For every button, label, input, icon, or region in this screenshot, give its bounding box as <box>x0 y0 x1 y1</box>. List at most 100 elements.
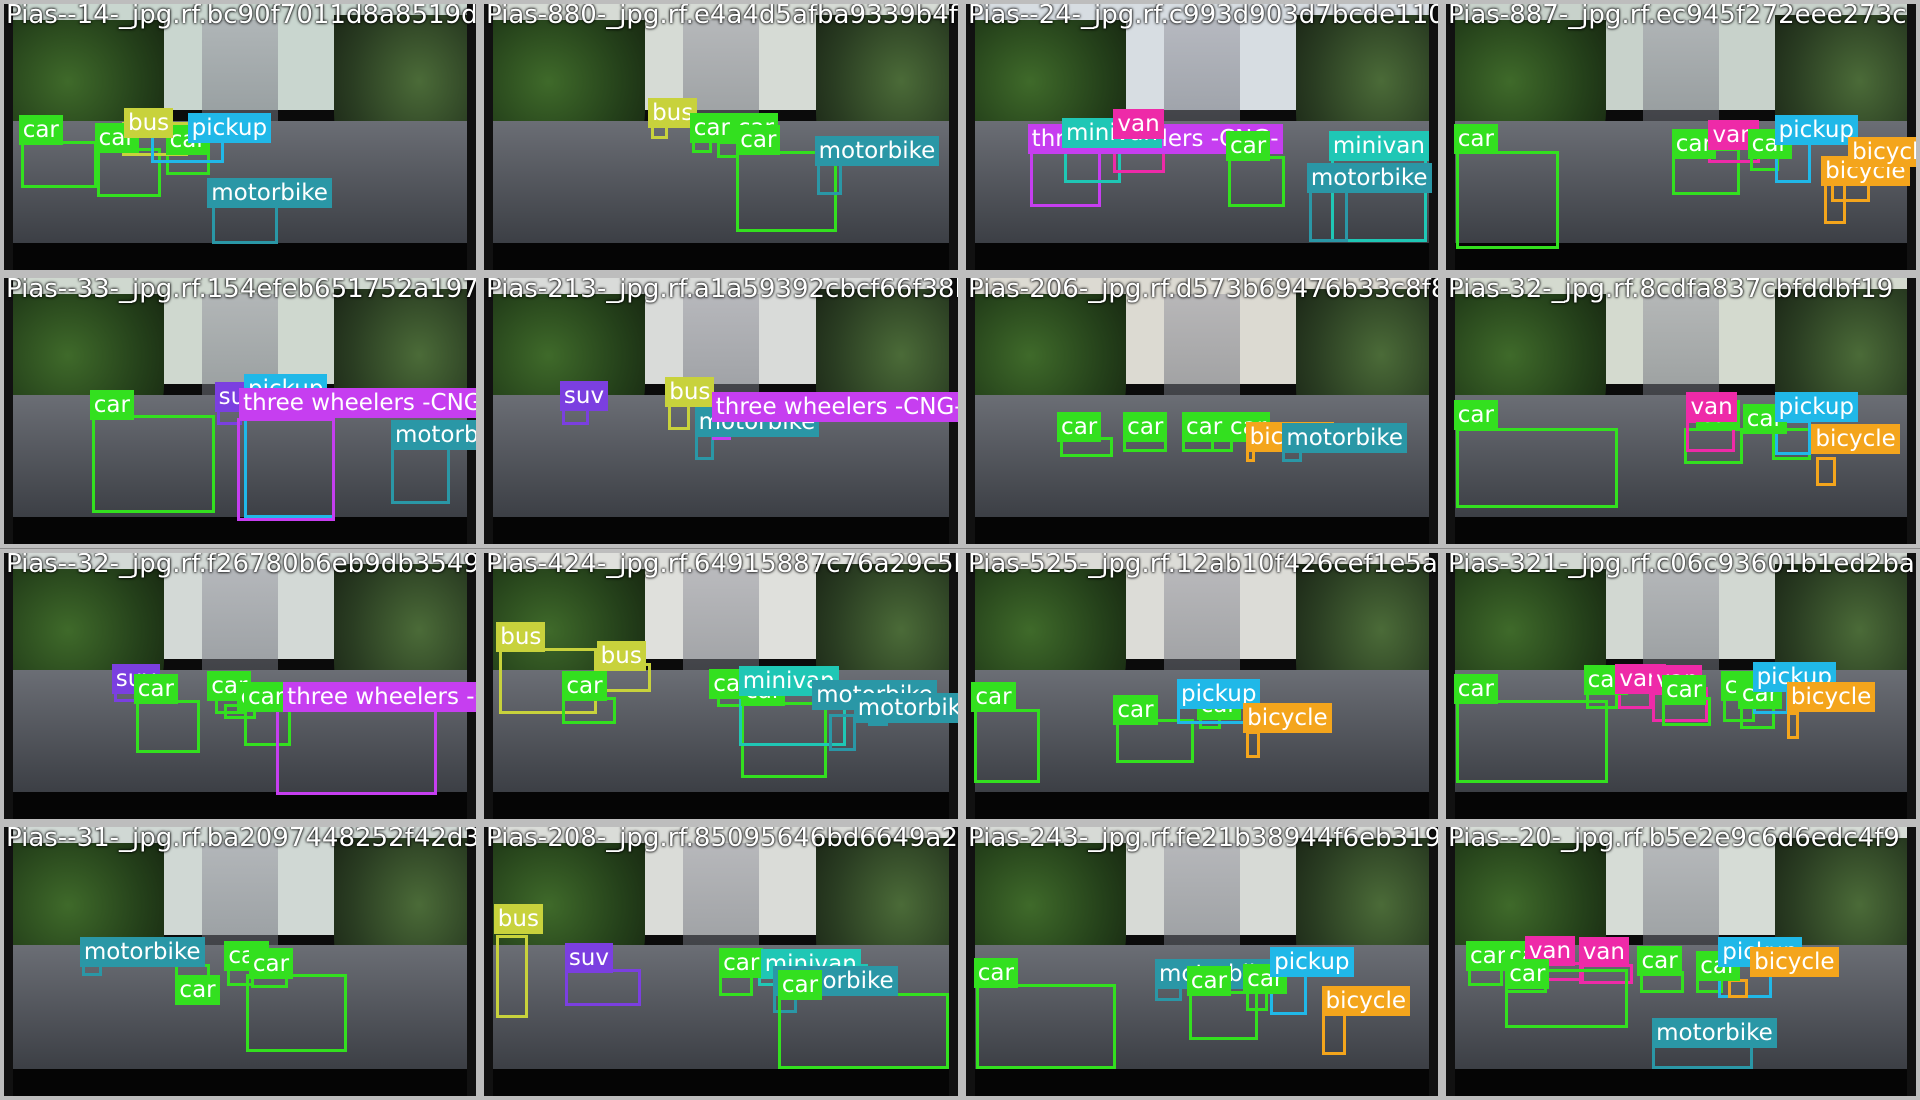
image-tile: carcarvanvancarcarcarpickupbicyclemotorb… <box>1442 823 1920 1100</box>
letterbox-left <box>4 553 14 819</box>
letterbox-right <box>1906 553 1916 819</box>
building <box>202 843 278 951</box>
building <box>202 19 278 127</box>
letterbox-left <box>484 553 494 819</box>
detection-label: bus <box>665 377 715 408</box>
image-tile: bus suv car minivan motorbike car Pias-208-_jp… <box>480 823 962 1100</box>
detection-box-car <box>1456 699 1609 783</box>
detection-box-bicycle <box>1245 731 1261 759</box>
letterbox-right <box>1428 4 1438 270</box>
detection-label: motorbike <box>207 177 332 208</box>
letterbox-right <box>1906 827 1916 1096</box>
street-scene <box>4 827 476 1096</box>
detection-label: car <box>1123 411 1168 442</box>
detection-label: car <box>1181 411 1227 442</box>
detection-box-bicycle <box>1816 457 1836 487</box>
detection-label: pickup <box>1270 946 1354 977</box>
letterbox-right <box>948 553 958 819</box>
detection-box-bicycle <box>1728 978 1748 999</box>
detection-label: bicycle <box>1243 703 1332 734</box>
image-tile: three wheelers -CNG-minivanvancarminivan… <box>962 0 1442 274</box>
detection-label: van <box>1578 937 1629 968</box>
image-tile: carcarvanvancarcarcarpickupbicyclePias-3… <box>1442 549 1920 823</box>
detection-label: car <box>1113 694 1158 725</box>
letterbox-right <box>948 4 958 270</box>
detection-box-car <box>736 150 837 232</box>
detection-label: car <box>973 957 1018 988</box>
detection-label: bicycle <box>1750 946 1839 977</box>
detection-label: car <box>1226 131 1271 162</box>
detection-label: minivan <box>1328 131 1429 162</box>
detection-label: car <box>1453 124 1498 154</box>
detection-box-car <box>92 415 215 514</box>
detection-label: van <box>1113 109 1164 140</box>
street-scene <box>966 553 1438 819</box>
tile-filename: Pias--31-_jpg.rf.ba2097448252f42d3ae822 <box>6 823 480 853</box>
letterbox-left <box>966 278 976 544</box>
detection-box-three-wheelers-cng- <box>275 706 438 795</box>
building <box>1643 19 1719 127</box>
letterbox-left <box>1446 4 1456 270</box>
letterbox-band <box>1446 1069 1916 1096</box>
tile-filename: Pias--33-_jpg.rf.154efeb651752a19702063 <box>6 274 479 304</box>
letterbox-band <box>966 792 1438 819</box>
detection-label: car <box>133 673 178 704</box>
image-tile: carcarvancarpickupbicyclePias-32-_jpg.rf… <box>1442 274 1920 548</box>
building <box>1164 293 1240 401</box>
detection-label: car <box>971 682 1016 713</box>
building <box>683 843 759 951</box>
detection-label: car <box>18 115 63 146</box>
letterbox-left <box>966 553 976 819</box>
letterbox-band <box>4 1069 476 1096</box>
detection-label: car <box>248 949 294 980</box>
detection-box-car <box>1228 155 1285 208</box>
tile-filename: Pias-525-_jpg.rf.12ab10f426cef1e5aabe3-2… <box>968 549 1438 579</box>
letterbox-band <box>4 243 476 270</box>
detection-box-car <box>136 699 200 754</box>
letterbox-band <box>966 1069 1438 1096</box>
letterbox-band <box>966 243 1438 270</box>
letterbox-band <box>484 1069 958 1096</box>
detection-box-bicycle <box>1321 1012 1347 1055</box>
detection-label: pickup <box>1177 678 1261 709</box>
detection-label: van <box>1686 392 1737 423</box>
detection-box-car <box>1456 427 1618 509</box>
detection-label: three wheelers -CNG- <box>711 392 958 423</box>
image-tile: motorbikecarcarcarcarPias--31-_jpg.rf.ba… <box>0 823 480 1100</box>
letterbox-band <box>4 792 476 819</box>
detection-box-motorbike <box>390 447 450 504</box>
image-tile: carmotorbikecarcarpickupbicyclePias-243-… <box>962 823 1442 1100</box>
tile-filename: Pias--14-_jpg.rf.bc90f7011d8a8519d8a580 <box>6 0 478 30</box>
detection-label: car <box>89 389 134 420</box>
tile-filename: Pias-213-_jpg.rf.a1a59392cbcf66f38bb0815… <box>486 274 958 304</box>
tile-filename: Pias-424-_jpg.rf.64915887c76a29c5b9a5b25 <box>486 549 958 579</box>
street-scene <box>484 827 958 1096</box>
detection-label: bicycle <box>1848 137 1916 168</box>
letterbox-band <box>1446 517 1916 544</box>
detection-label: car <box>1637 945 1682 976</box>
detection-label: car <box>1057 411 1102 442</box>
letterbox-right <box>1428 827 1438 1096</box>
street-scene <box>1446 278 1916 544</box>
letterbox-band <box>484 517 958 544</box>
letterbox-band <box>966 517 1438 544</box>
tile-filename: Pias-321-_jpg.rf.c06c93601b1ed2ba <box>1448 549 1915 579</box>
detection-label: motorbike <box>1652 1017 1777 1048</box>
detection-box-car <box>777 993 950 1070</box>
letterbox-left <box>1446 553 1456 819</box>
letterbox-band <box>4 517 476 544</box>
detection-label: pickup <box>1774 392 1859 423</box>
detection-label: car <box>244 682 289 713</box>
letterbox-band <box>484 243 958 270</box>
detection-label: motorbike <box>814 136 940 167</box>
detection-label: bus <box>493 904 543 934</box>
detection-label: suv <box>559 381 609 412</box>
letterbox-left <box>4 4 14 270</box>
building <box>1643 293 1719 401</box>
detection-label: car <box>562 671 607 702</box>
letterbox-left <box>966 4 976 270</box>
building <box>1164 843 1240 951</box>
detection-label: car <box>175 975 220 1006</box>
image-tile: carcarvancarpickupbicyclebicyclePias-887… <box>1442 0 1920 274</box>
